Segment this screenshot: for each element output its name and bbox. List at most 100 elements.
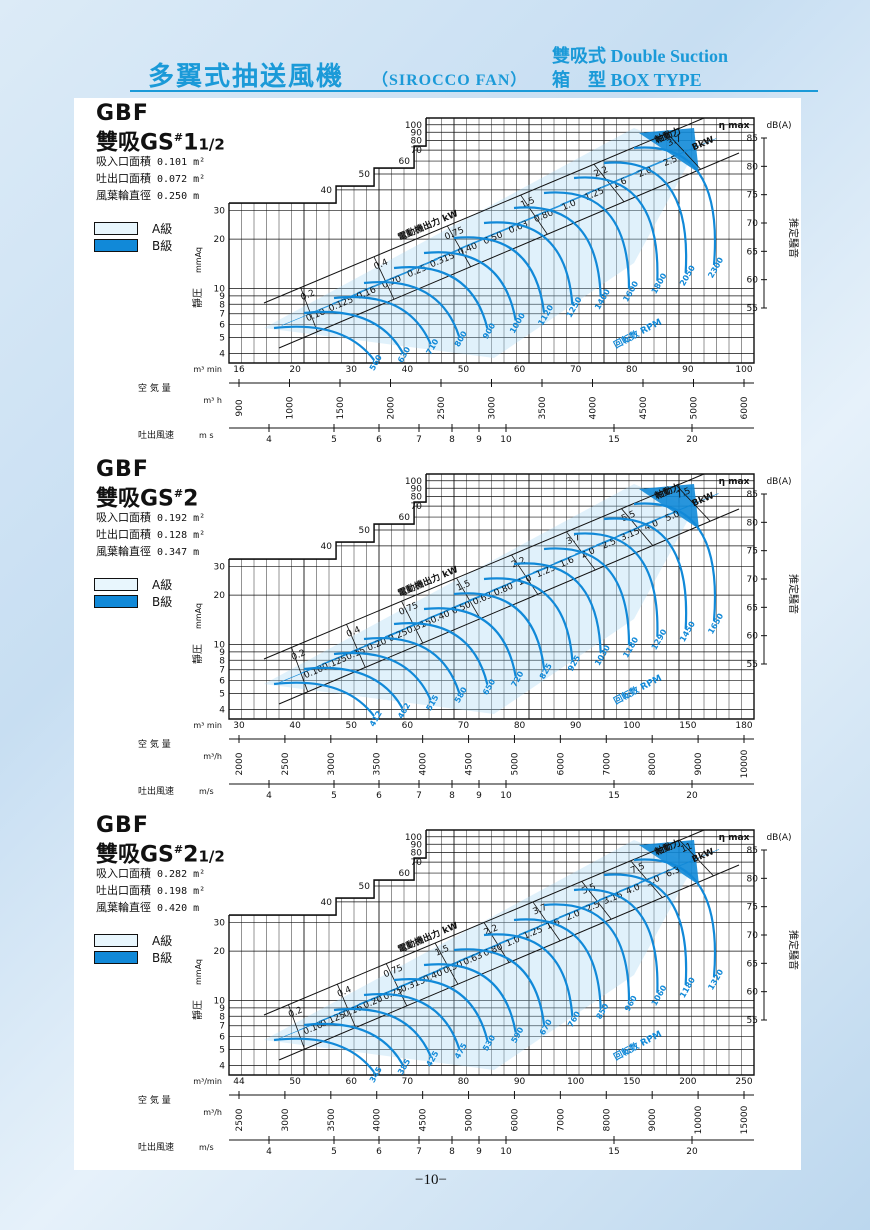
db-tick-label: 60 bbox=[747, 988, 759, 998]
cmm-tick-label: 40 bbox=[402, 365, 414, 375]
velocity-tick-label: 4 bbox=[266, 791, 272, 801]
pressure-tick-label: 70 bbox=[411, 146, 423, 156]
kw-divider bbox=[373, 256, 395, 300]
cmm-tick-label: 60 bbox=[514, 365, 526, 375]
velocity-tick-label: 4 bbox=[266, 435, 272, 445]
legend-label: A級 bbox=[152, 934, 173, 948]
pressure-tick-label: 8 bbox=[219, 300, 225, 310]
legend-label: A級 bbox=[152, 222, 173, 236]
kw-divider bbox=[291, 647, 309, 692]
legend-swatch bbox=[94, 951, 138, 964]
db-tick-label: 80 bbox=[747, 874, 759, 884]
zone-a bbox=[264, 128, 694, 358]
pressure-tick-label: 100 bbox=[405, 477, 422, 487]
bkw-line bbox=[408, 237, 489, 271]
cmh-tick-label: 1000 bbox=[286, 396, 296, 419]
kw-divider bbox=[520, 194, 548, 235]
cmm-tick-label: 100 bbox=[567, 1077, 584, 1087]
db-tick-label: 85 bbox=[747, 490, 758, 500]
model-name: GBF 雙吸GS#2 bbox=[96, 458, 198, 511]
cmm-tick-label: 40 bbox=[289, 721, 301, 731]
spec-value: 0.198 m² bbox=[157, 886, 206, 897]
velocity-tick-label: 15 bbox=[608, 791, 619, 801]
db-tick-label: 55 bbox=[747, 304, 758, 314]
spec-label: 吐出口面積 bbox=[96, 172, 151, 185]
velocity-tick-label: 9 bbox=[476, 1147, 482, 1157]
kw-divider bbox=[456, 577, 481, 619]
rpm-curve bbox=[363, 281, 461, 337]
cmh-tick-label: 4000 bbox=[589, 396, 599, 419]
spec-value: 0.282 m² bbox=[157, 869, 206, 880]
rpm-curves bbox=[273, 146, 717, 361]
bkw-line bbox=[357, 259, 438, 293]
kw-divider bbox=[621, 508, 654, 546]
kw-label: 11 bbox=[680, 842, 694, 856]
bkw-line bbox=[448, 575, 529, 610]
kw-divider bbox=[288, 1004, 305, 1050]
kw-divider bbox=[346, 624, 366, 668]
spec-value: 0.347 m bbox=[157, 547, 200, 558]
cmm-tick-label: 90 bbox=[682, 365, 694, 375]
pressure-tick-label: 60 bbox=[399, 157, 411, 167]
velocity-tick-label: 6 bbox=[376, 791, 382, 801]
pressure-tick-label: 50 bbox=[359, 526, 371, 536]
cmm-tick-label: 80 bbox=[458, 1077, 470, 1087]
model-series: GBF bbox=[96, 813, 149, 838]
cmh-tick-label: 15000 bbox=[740, 1105, 750, 1134]
cmh-tick-label: 5000 bbox=[465, 1108, 475, 1131]
kw-divider bbox=[446, 225, 472, 267]
pressure-tick-label: 40 bbox=[321, 542, 333, 552]
eta-max-label: η max bbox=[719, 833, 750, 843]
bkw-line bbox=[553, 529, 635, 564]
rpm-curve bbox=[513, 918, 602, 1009]
db-tick-label: 85 bbox=[747, 846, 758, 856]
bkw-line bbox=[511, 548, 592, 582]
legend-swatch bbox=[94, 934, 138, 947]
pressure-tick-label: 5 bbox=[219, 334, 225, 344]
bkw-line bbox=[532, 539, 614, 573]
model-name: GBF 雙吸GS#21/2 bbox=[96, 814, 225, 868]
pressure-tick-label: 30 bbox=[214, 918, 226, 928]
legend-swatch bbox=[94, 595, 138, 608]
cmm-tick-label: 50 bbox=[345, 721, 357, 731]
inlet-area: 吸入口面積 0.101 m² bbox=[96, 154, 205, 171]
header-sub-en-2: BOX TYPE bbox=[610, 70, 702, 90]
cmm-tick-label: 90 bbox=[570, 721, 582, 731]
impeller-diameter: 風葉輪直徑 0.250 m bbox=[96, 188, 205, 205]
rpm-curve bbox=[603, 873, 688, 985]
bkw-line bbox=[596, 511, 677, 546]
bkw-line bbox=[278, 1005, 360, 1039]
legend-swatch bbox=[94, 222, 138, 235]
model-type: 雙吸GS bbox=[96, 130, 174, 156]
rpm-curve bbox=[483, 577, 574, 661]
pressure-tick-label: 9 bbox=[219, 1004, 225, 1014]
cmm-tick-label: 70 bbox=[458, 721, 470, 731]
grid-mask bbox=[228, 473, 426, 559]
spec-value: 0.072 m² bbox=[157, 174, 206, 185]
cmh-tick-label: 3500 bbox=[538, 396, 548, 419]
bkw-line bbox=[438, 935, 520, 970]
pressure-tick-label: 30 bbox=[214, 206, 226, 216]
db-unit: dB(A) bbox=[766, 121, 791, 131]
legend-b: B級 bbox=[94, 237, 172, 254]
kw-divider bbox=[385, 963, 408, 1007]
bkw-line bbox=[321, 630, 402, 665]
static-pressure-label: 靜圧 bbox=[191, 644, 204, 664]
outlet-velocity-label: 吐出風速 bbox=[138, 1141, 174, 1153]
cmm-tick-label: 200 bbox=[679, 1077, 696, 1087]
rpm-curve bbox=[633, 502, 717, 622]
pressure-tick-label: 9 bbox=[219, 292, 225, 302]
header-sub-en-1: Double Suction bbox=[610, 46, 729, 66]
bkw-line bbox=[338, 979, 420, 1013]
model-number: 2 bbox=[183, 486, 199, 512]
pressure-tick-label: 100 bbox=[405, 833, 422, 843]
velocity-tick-label: 9 bbox=[476, 435, 482, 445]
velocity-tick-label: 15 bbox=[608, 435, 619, 445]
pressure-tick-label: 70 bbox=[411, 502, 423, 512]
noise-label: 推定騒音 bbox=[787, 930, 800, 970]
db-tick-label: 55 bbox=[747, 1016, 758, 1026]
velocity-tick-label: 5 bbox=[331, 791, 337, 801]
performance-chart: 456789102030405060708090100靜圧mmAqdB(A)55… bbox=[138, 117, 800, 445]
rpm-curve bbox=[393, 978, 489, 1041]
pressure-tick-label: 8 bbox=[219, 1012, 225, 1022]
